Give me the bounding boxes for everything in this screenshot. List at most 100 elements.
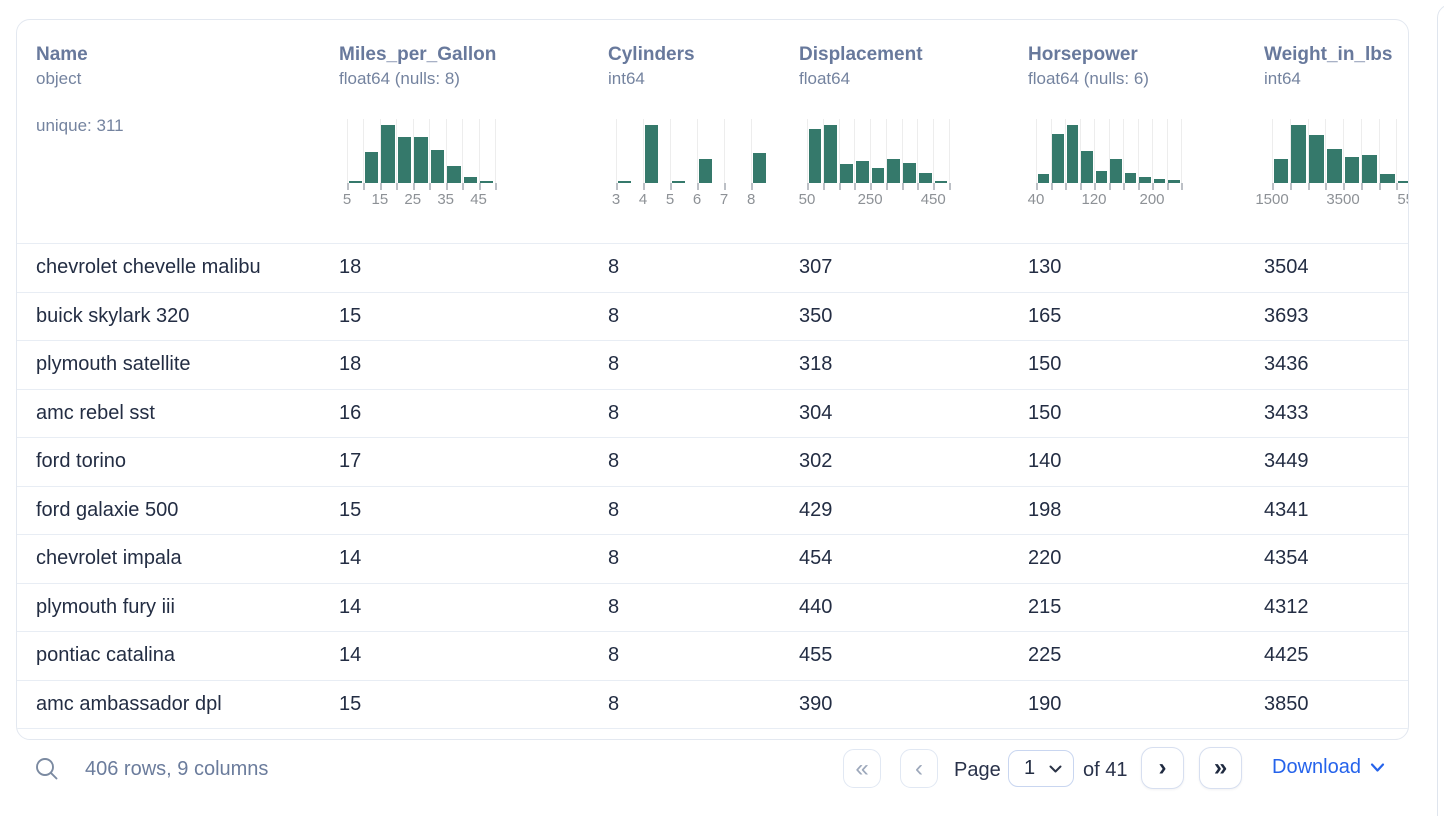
cell-value: 18 <box>339 353 362 376</box>
cell-value: 304 <box>799 401 833 424</box>
table-row[interactable]: buick skylark 320 15 8 350 165 3693 <box>17 293 1408 341</box>
cell-value: 3433 <box>1264 401 1309 424</box>
search-icon[interactable] <box>33 755 61 783</box>
cell-value: 150 <box>1028 353 1062 376</box>
page-label: Page <box>954 759 1001 781</box>
cell-value: 14 <box>339 547 362 570</box>
cell-value: 8 <box>608 547 620 570</box>
cell-name: chevrolet impala <box>36 547 182 570</box>
cell-name: amc rebel sst <box>36 401 155 424</box>
cell-value: 16 <box>339 401 362 424</box>
cell-name: pontiac catalina <box>36 644 175 667</box>
cell-value: 3850 <box>1264 692 1309 715</box>
column-header-miles-per-gallon[interactable]: Miles_per_Gallon float64 (nulls: 8) 5 15 2… <box>339 20 608 243</box>
first-page-button[interactable]: « <box>843 749 881 788</box>
row-column-count: 406 rows, 9 columns <box>85 758 269 780</box>
cell-value: 14 <box>339 595 362 618</box>
cell-name: chevrolet chevelle malibu <box>36 256 261 279</box>
cell-value: 140 <box>1028 450 1062 473</box>
cell-name: plymouth satellite <box>36 353 191 376</box>
column-dtype: int64 <box>1264 69 1301 88</box>
cell-value: 130 <box>1028 256 1062 279</box>
table-row[interactable]: chevrolet chevelle malibu 18 8 307 130 3504 <box>17 244 1408 293</box>
histogram-displacement[interactable]: 50 250 450 <box>799 119 951 208</box>
column-title: Miles_per_Gallon <box>339 44 497 65</box>
cell-value: 14 <box>339 644 362 667</box>
cell-value: 8 <box>608 595 620 618</box>
cell-value: 454 <box>799 547 833 570</box>
chevron-right-icon: › <box>1158 754 1167 781</box>
table-header: Name object unique: 311 Miles_per_Gallon… <box>17 20 1408 244</box>
cell-name: amc ambassador dpl <box>36 692 222 715</box>
double-chevron-left-icon: « <box>855 754 869 782</box>
table-body: chevrolet chevelle malibu 18 8 307 130 3504 bu… <box>17 244 1408 729</box>
cell-value: 220 <box>1028 547 1062 570</box>
histogram-miles-per-gallon[interactable]: 5 15 25 35 45 <box>343 119 497 208</box>
page-select[interactable]: 1 <box>1008 750 1074 787</box>
column-title: Displacement <box>799 44 923 65</box>
column-header-displacement[interactable]: Displacement float64 50 250 450 <box>799 20 1028 243</box>
cell-value: 440 <box>799 595 833 618</box>
cell-value: 150 <box>1028 401 1062 424</box>
column-header-weight-in-lbs[interactable]: Weight_in_lbs int64 150035005500 <box>1255 20 1408 243</box>
chevron-down-icon <box>1370 763 1385 772</box>
column-header-name[interactable]: Name object unique: 311 <box>36 20 339 243</box>
cell-value: 3693 <box>1264 304 1309 327</box>
cell-value: 429 <box>799 498 833 521</box>
cell-name: ford galaxie 500 <box>36 498 179 521</box>
cell-value: 4312 <box>1264 595 1309 618</box>
cell-value: 8 <box>608 353 620 376</box>
cell-value: 3449 <box>1264 450 1309 473</box>
previous-page-button[interactable]: ‹ <box>900 749 938 788</box>
column-dtype: float64 <box>799 69 851 88</box>
column-dtype: int64 <box>608 69 645 88</box>
next-page-button[interactable]: › <box>1141 747 1184 789</box>
download-button[interactable]: Download <box>1272 756 1385 779</box>
cell-value: 165 <box>1028 304 1062 327</box>
histogram-weight-in-lbs[interactable]: 150035005500 <box>1255 119 1408 208</box>
histogram-horsepower[interactable]: 40 120 200 <box>1028 119 1183 208</box>
table-row[interactable]: amc ambassador dpl 15 8 390 190 3850 <box>17 681 1408 729</box>
table-row[interactable]: pontiac catalina 14 8 455 225 4425 <box>17 632 1408 681</box>
cell-value: 4354 <box>1264 547 1309 570</box>
cell-value: 8 <box>608 256 620 279</box>
table-row[interactable]: amc rebel sst 16 8 304 150 3433 <box>17 390 1408 438</box>
page-select-value: 1 <box>1024 757 1036 779</box>
double-chevron-right-icon: » <box>1213 754 1228 781</box>
cell-value: 390 <box>799 692 833 715</box>
cell-value: 8 <box>608 692 620 715</box>
cell-value: 4425 <box>1264 644 1309 667</box>
cell-value: 15 <box>339 692 362 715</box>
table-row[interactable]: ford galaxie 500 15 8 429 198 4341 <box>17 487 1408 535</box>
cell-value: 8 <box>608 304 620 327</box>
cell-value: 190 <box>1028 692 1062 715</box>
cell-value: 3504 <box>1264 256 1309 279</box>
cell-value: 15 <box>339 498 362 521</box>
cell-value: 4341 <box>1264 498 1309 521</box>
column-unique-count: unique: 311 <box>36 116 124 135</box>
last-page-button[interactable]: » <box>1199 747 1242 789</box>
column-title: Name <box>36 44 88 65</box>
table-row[interactable]: ford torino 17 8 302 140 3449 <box>17 438 1408 487</box>
column-header-horsepower[interactable]: Horsepower float64 (nulls: 6) 40 120 200 <box>1028 20 1264 243</box>
cell-name: plymouth fury iii <box>36 595 175 618</box>
table-row[interactable]: chevrolet impala 14 8 454 220 4354 <box>17 535 1408 584</box>
cell-value: 8 <box>608 644 620 667</box>
table-row[interactable]: plymouth satellite 18 8 318 150 3436 <box>17 341 1408 390</box>
column-dtype: float64 (nulls: 8) <box>339 69 460 88</box>
cell-name: buick skylark 320 <box>36 304 190 327</box>
table-row[interactable]: plymouth fury iii 14 8 440 215 4312 <box>17 584 1408 632</box>
cell-value: 8 <box>608 498 620 521</box>
cell-name: ford torino <box>36 450 127 473</box>
column-dtype: float64 (nulls: 6) <box>1028 69 1149 88</box>
cell-value: 18 <box>339 256 362 279</box>
download-label: Download <box>1272 756 1361 778</box>
cell-value: 3436 <box>1264 353 1309 376</box>
cell-value: 17 <box>339 450 362 473</box>
chevron-down-icon <box>1049 765 1062 772</box>
cell-value: 225 <box>1028 644 1062 667</box>
column-dtype: object <box>36 69 82 88</box>
